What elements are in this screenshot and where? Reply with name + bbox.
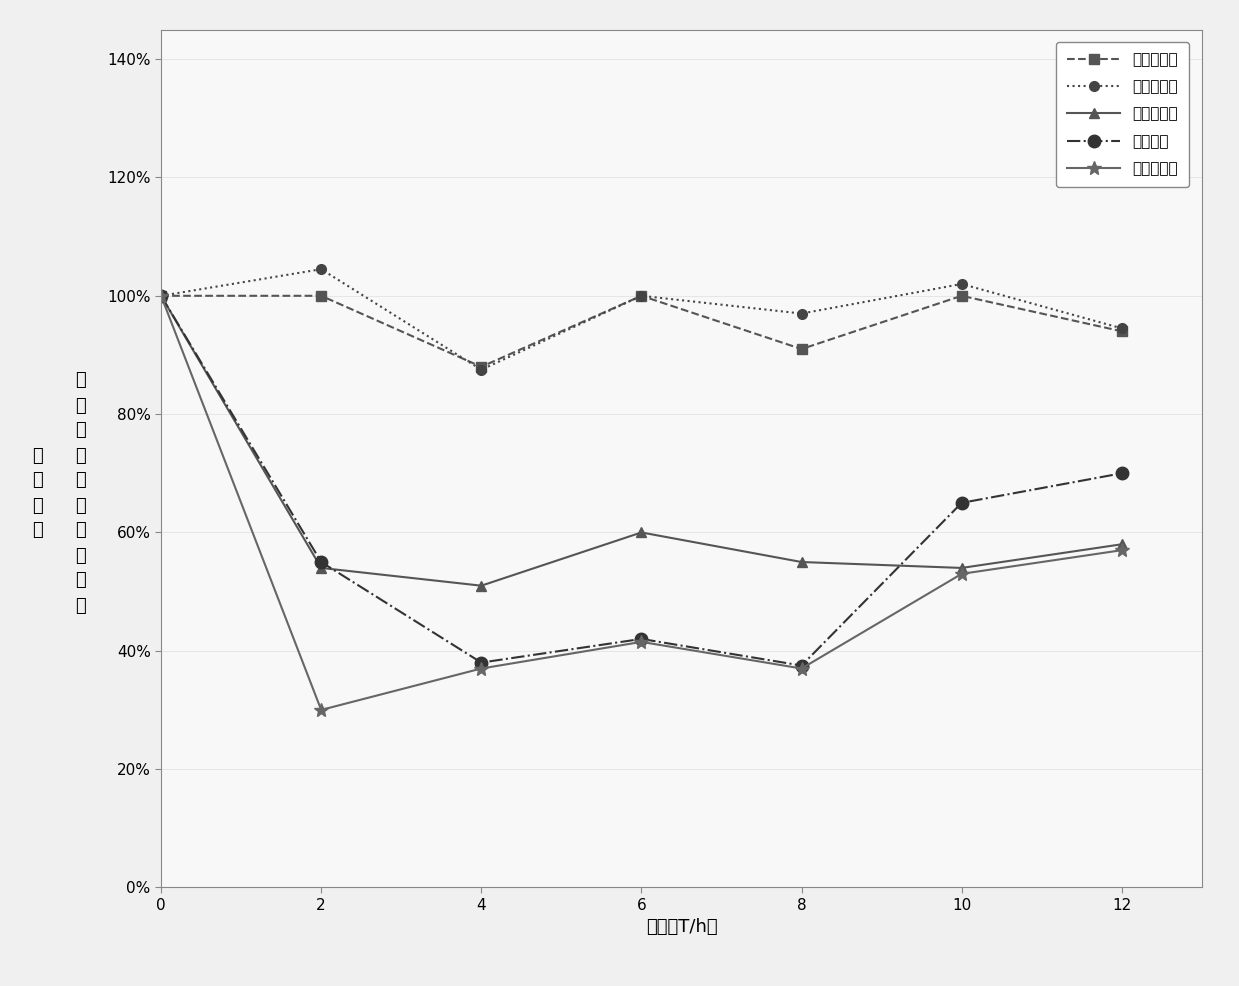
液晶载药组 <box>473 580 488 592</box>
液晶载药组 <box>794 556 809 568</box>
脉冲载药组 <box>634 636 649 648</box>
液晶载药组 <box>313 562 328 574</box>
空白载体组 <box>313 263 328 275</box>
脉冲载药组 <box>1114 544 1129 556</box>
空白载体组 <box>154 290 169 302</box>
液晶载药组 <box>954 562 969 574</box>
生理盐水组 <box>954 290 969 302</box>
胰岛素组 <box>634 633 649 645</box>
Line: 胰岛素组: 胰岛素组 <box>155 290 1127 671</box>
脉冲载药组 <box>954 568 969 580</box>
液晶载药组 <box>634 527 649 538</box>
胰岛素组 <box>1114 467 1129 479</box>
空白载体组 <box>954 278 969 290</box>
胰岛素组 <box>794 660 809 671</box>
Text: 血
糖
浓
度: 血 糖 浓 度 <box>32 447 42 539</box>
胰岛素组 <box>154 290 169 302</box>
胰岛素组 <box>313 556 328 568</box>
空白载体组 <box>1114 322 1129 334</box>
Line: 液晶载药组: 液晶载药组 <box>156 291 1126 591</box>
脉冲载药组 <box>473 663 488 674</box>
脉冲载药组 <box>313 704 328 716</box>
空白载体组 <box>473 364 488 376</box>
X-axis label: 时间（T/h）: 时间（T/h） <box>646 918 717 937</box>
生理盐水组 <box>794 343 809 355</box>
Line: 空白载体组: 空白载体组 <box>156 264 1126 375</box>
生理盐水组 <box>473 361 488 373</box>
脉冲载药组 <box>154 290 169 302</box>
生理盐水组 <box>154 290 169 302</box>
胰岛素组 <box>473 657 488 669</box>
胰岛素组 <box>954 497 969 509</box>
液晶载药组 <box>154 290 169 302</box>
空白载体组 <box>794 308 809 319</box>
Text: （
与
初
始
血
糖
自
分
比
）: （ 与 初 始 血 糖 自 分 比 ） <box>76 372 85 614</box>
Legend: 生理盐水组, 空白载体组, 液晶载药组, 胰岛素组, 脉冲载药组: 生理盐水组, 空白载体组, 液晶载药组, 胰岛素组, 脉冲载药组 <box>1057 41 1189 186</box>
生理盐水组 <box>634 290 649 302</box>
液晶载药组 <box>1114 538 1129 550</box>
Line: 脉冲载药组: 脉冲载药组 <box>154 289 1129 717</box>
生理盐水组 <box>313 290 328 302</box>
空白载体组 <box>634 290 649 302</box>
脉冲载药组 <box>794 663 809 674</box>
Line: 生理盐水组: 生理盐水组 <box>156 291 1126 372</box>
生理盐水组 <box>1114 325 1129 337</box>
